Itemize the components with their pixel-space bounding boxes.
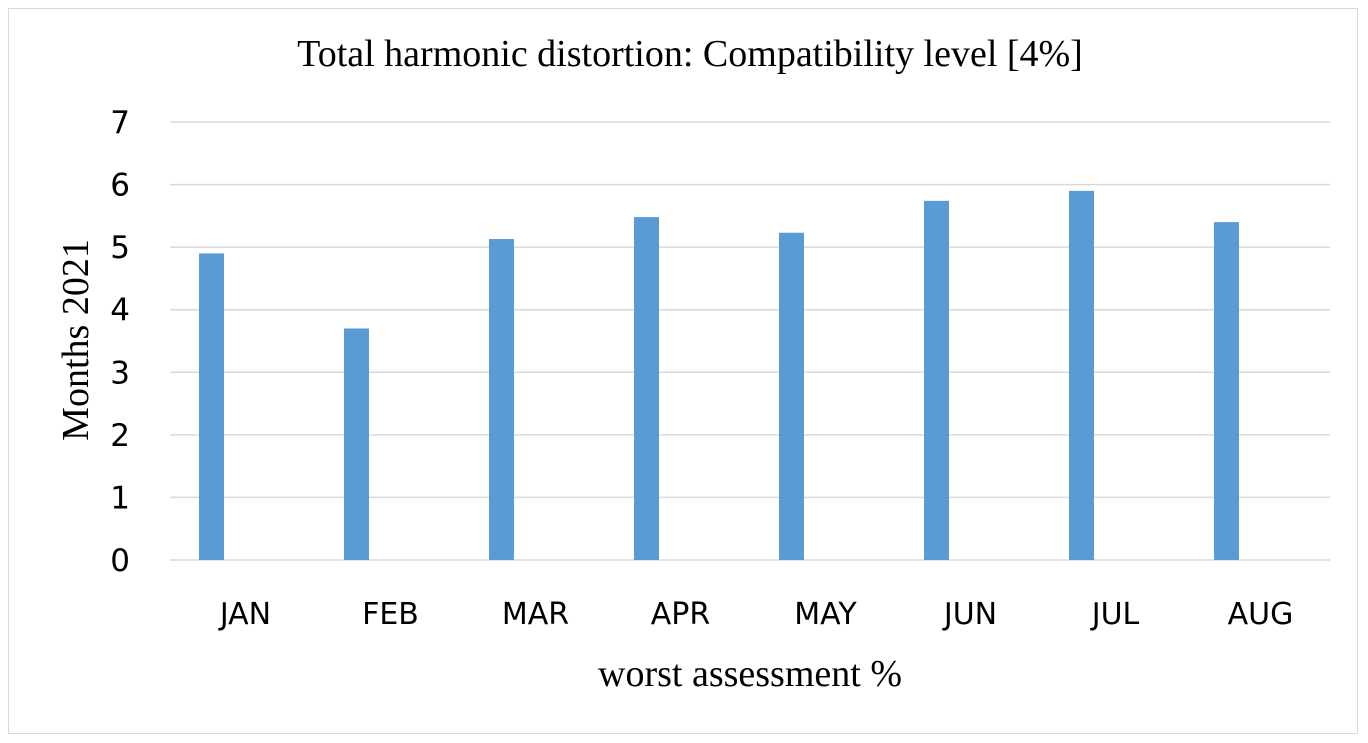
y-tick-label: 5 <box>110 230 130 266</box>
bar-may <box>779 232 804 560</box>
y-tick-label: 4 <box>110 293 130 329</box>
bar-mar <box>489 239 514 560</box>
y-tick-label: 2 <box>110 418 130 454</box>
bar-aug <box>1214 222 1239 560</box>
bar-feb <box>344 328 369 560</box>
x-axis-title: worst assessment % <box>598 653 902 695</box>
x-tick-label-feb: FEB <box>362 597 419 632</box>
y-tick-label: 1 <box>110 480 130 516</box>
x-tick-label-aug: AUG <box>1228 597 1294 632</box>
bar-jun <box>924 200 949 560</box>
bars <box>199 190 1239 561</box>
x-tick-label-jan: JAN <box>218 597 271 632</box>
x-tick-label-jun: JUN <box>942 597 997 632</box>
x-tick-label-apr: APR <box>651 597 710 632</box>
x-tick-label-jul: JUL <box>1090 597 1140 632</box>
chart-frame <box>8 8 1358 734</box>
y-axis-title: Months 2021 <box>55 239 97 441</box>
bar-jul <box>1069 190 1094 561</box>
bar-jan <box>199 253 224 560</box>
y-tick-label: 6 <box>110 168 130 204</box>
x-tick-label-may: MAY <box>794 597 857 632</box>
y-tick-label: 7 <box>110 105 130 141</box>
bar-apr <box>634 217 659 560</box>
x-axis-ticks: JAN FEB MAR APR MAY JUN JUL AUG <box>218 597 1294 632</box>
y-tick-label: 0 <box>110 543 130 579</box>
x-tick-label-mar: MAR <box>502 597 569 632</box>
chart-title: Total harmonic distortion: Compatibility… <box>297 33 1083 75</box>
y-tick-label: 3 <box>110 355 130 391</box>
y-axis-ticks: 0 1 2 3 4 5 6 7 <box>110 105 130 579</box>
